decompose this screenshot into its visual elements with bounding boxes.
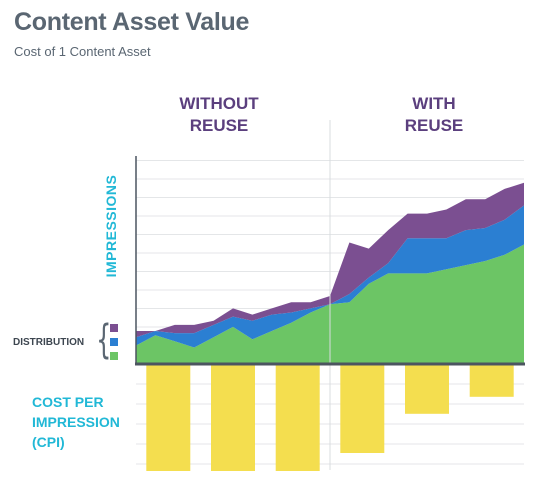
cpi-bar bbox=[405, 365, 449, 414]
with-reuse-line1: WITH bbox=[412, 94, 456, 113]
distribution-label: DISTRIBUTION bbox=[13, 337, 85, 348]
cpi-axis-label: COST PER IMPRESSION (CPI) bbox=[32, 392, 142, 452]
cpi-label-line2: IMPRESSION bbox=[32, 414, 120, 430]
cpi-label-line3: (CPI) bbox=[32, 434, 65, 450]
legend-swatch-bottom bbox=[110, 352, 118, 360]
legend-swatch-middle bbox=[110, 338, 118, 346]
legend-swatch-top bbox=[110, 324, 118, 332]
area-middle-band bbox=[136, 205, 524, 348]
area-bottom-band bbox=[136, 244, 524, 364]
cpi-bars bbox=[146, 365, 514, 471]
cpi-bar bbox=[469, 365, 514, 397]
page-subtitle: Cost of 1 Content Asset bbox=[14, 44, 151, 59]
page-title: Content Asset Value bbox=[14, 8, 250, 36]
cpi-bar bbox=[211, 365, 255, 471]
cpi-label-line1: COST PER bbox=[32, 394, 104, 410]
area-layers bbox=[136, 182, 524, 364]
without-reuse-heading: WITHOUT REUSE bbox=[139, 93, 299, 137]
cpi-bar bbox=[146, 365, 191, 471]
without-reuse-line2: REUSE bbox=[189, 116, 249, 135]
with-reuse-line2: REUSE bbox=[404, 116, 464, 135]
cpi-bar bbox=[275, 365, 320, 471]
without-reuse-line1: WITHOUT bbox=[179, 94, 259, 113]
with-reuse-heading: WITH REUSE bbox=[354, 93, 514, 137]
cpi-bar bbox=[340, 365, 385, 453]
distribution-brace: { bbox=[96, 317, 112, 363]
area-top-band bbox=[136, 182, 524, 338]
